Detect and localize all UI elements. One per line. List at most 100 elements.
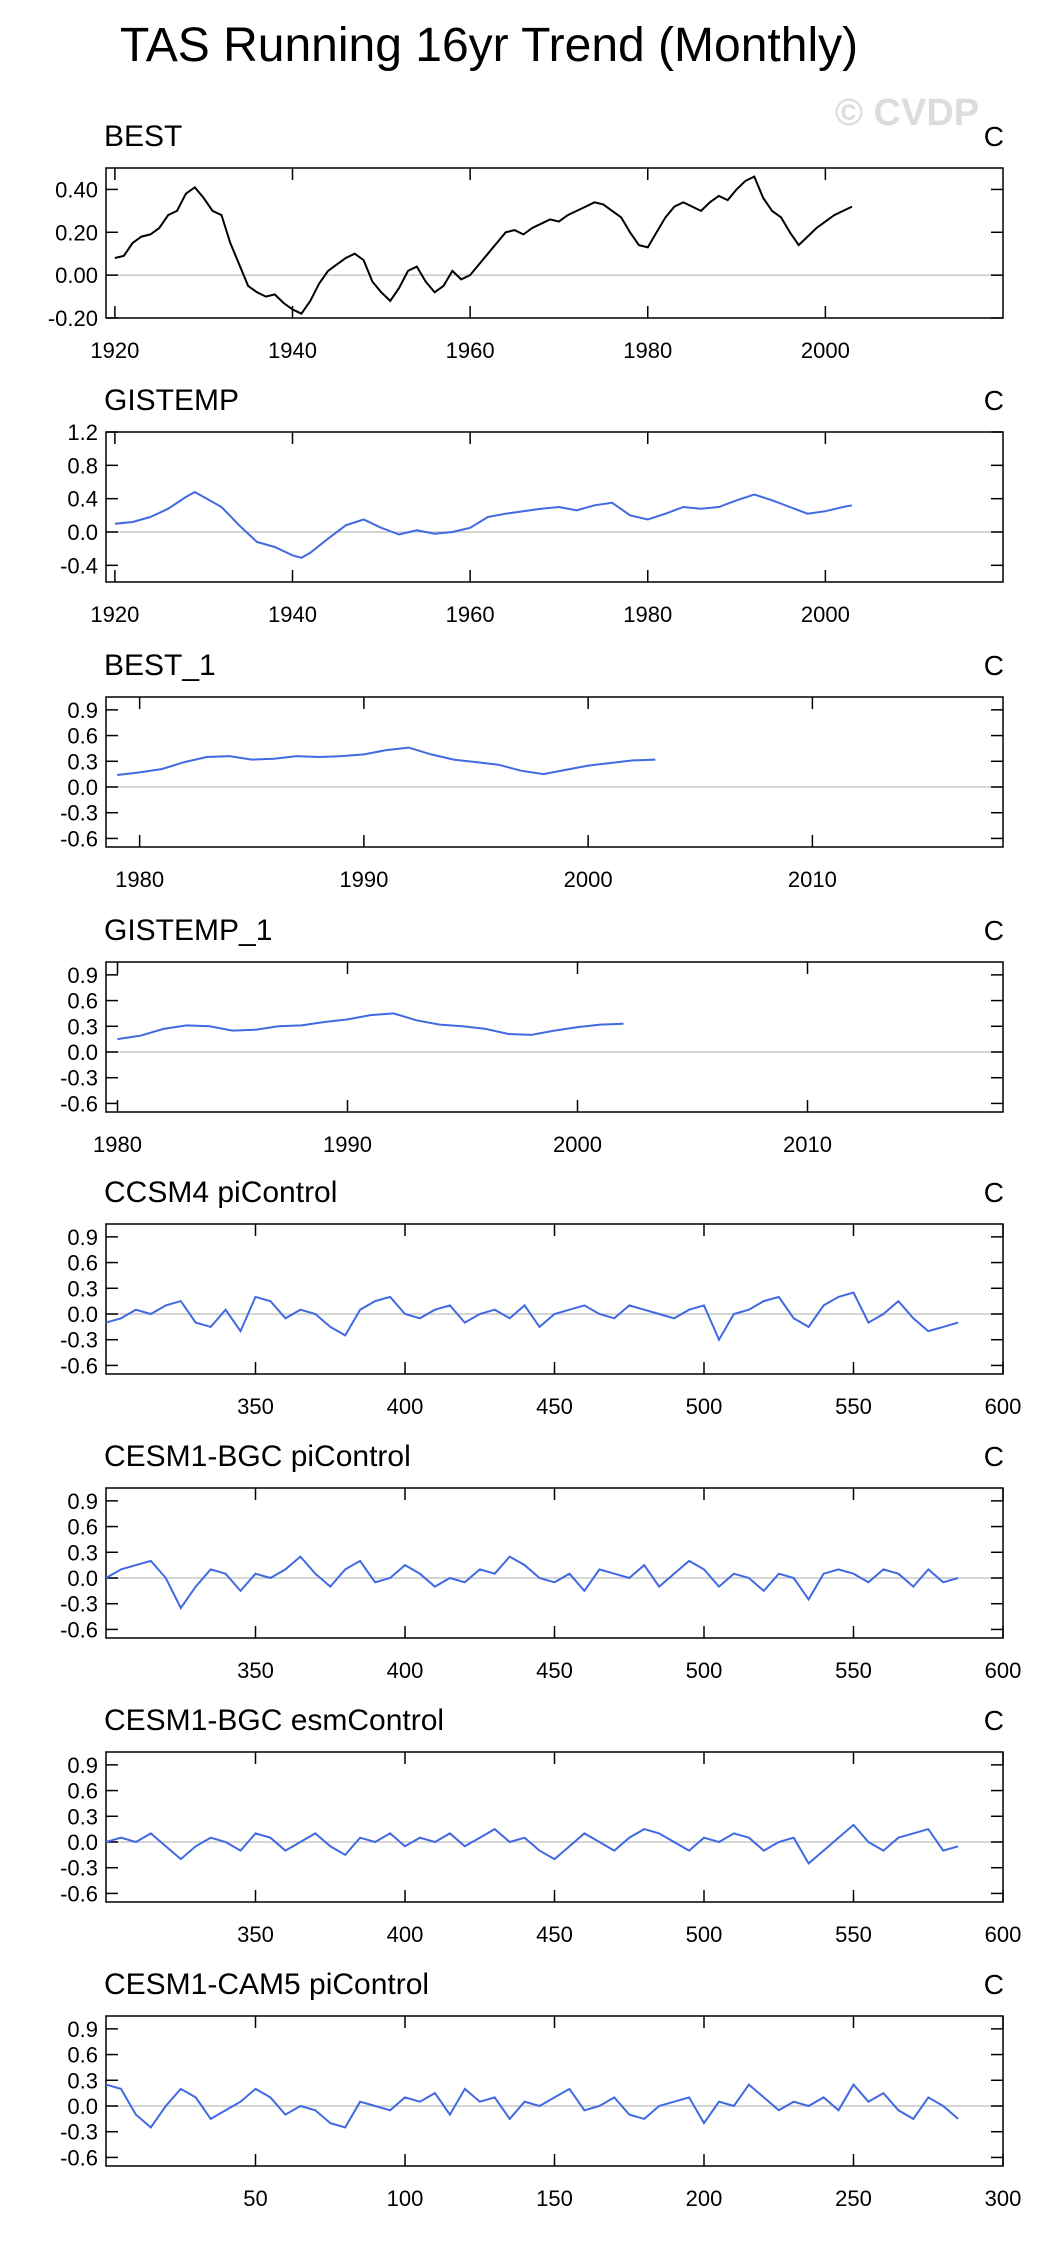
panel-8: CESM1-CAM5 piControl C -0.6-0.30.00.30.60.…: [60, 1968, 1021, 2211]
x-tick-label: 1980: [93, 1132, 142, 1157]
units-label: C: [984, 915, 1004, 946]
y-tick-label: 0.0: [67, 1040, 98, 1065]
y-tick-label: -0.6: [60, 2145, 98, 2170]
panel-title: CCSM4 piControl: [104, 1176, 337, 1209]
y-tick-label: -0.3: [60, 801, 98, 826]
x-tick-label: 2000: [801, 602, 850, 627]
plot-frame: [105, 1751, 1004, 1903]
y-tick-label: -0.3: [60, 1856, 98, 1881]
y-tick-label: 0.20: [55, 220, 98, 245]
x-tick-label: 550: [835, 1394, 872, 1419]
series-line: [114, 175, 853, 315]
panel-title: BEST: [104, 120, 182, 153]
y-tick-label: 0.9: [67, 2017, 98, 2042]
panel-1: BEST C -0.20 0.00 0.20 0.40 1920 1940 1960 1980 20…: [48, 120, 1004, 363]
units-label: C: [984, 650, 1004, 681]
y-tick-label: 0.9: [67, 1753, 98, 1778]
x-tick-label: 500: [686, 1922, 723, 1947]
y-tick-label: -0.6: [60, 1881, 98, 1906]
plot-frame: [105, 696, 1004, 848]
y-tick-label: 0.0: [67, 1566, 98, 1591]
x-tick-label: 1980: [623, 338, 672, 363]
x-tick-label: 2000: [564, 867, 613, 892]
y-tick-label: 0.40: [55, 177, 98, 202]
plot-frame: [105, 431, 1004, 583]
x-tick-label: 450: [536, 1394, 573, 1419]
plot-frame: [105, 167, 1004, 319]
panel-title: CESM1-BGC esmControl: [104, 1704, 444, 1737]
series-line: [105, 1291, 959, 1342]
panel-title: CESM1-CAM5 piControl: [104, 1968, 429, 2001]
x-tick-label: 600: [985, 1394, 1022, 1419]
y-tick-label: 0.6: [67, 2043, 98, 2068]
y-tick-label: -0.6: [60, 1617, 98, 1642]
y-tick-label: -0.20: [48, 306, 98, 331]
y-tick-label: 0.9: [67, 698, 98, 723]
plot-frame: [105, 1487, 1004, 1639]
x-tick-label: 550: [835, 1658, 872, 1683]
units-label: C: [984, 1969, 1004, 2000]
x-tick-label: 350: [237, 1394, 274, 1419]
y-tick-label: 1.2: [67, 420, 98, 445]
x-tick-label: 1940: [268, 602, 317, 627]
y-tick-label: 0.6: [67, 1251, 98, 1276]
x-tick-label: 1980: [115, 867, 164, 892]
x-tick-label: 400: [387, 1394, 424, 1419]
y-tick-label: -0.3: [60, 1592, 98, 1617]
units-label: C: [984, 1705, 1004, 1736]
x-tick-label: 550: [835, 1922, 872, 1947]
panel-title: BEST_1: [104, 649, 216, 682]
units-label: C: [984, 121, 1004, 152]
y-tick-label: 0.8: [67, 453, 98, 478]
units-label: C: [984, 1441, 1004, 1472]
x-tick-label: 2000: [553, 1132, 602, 1157]
y-tick-label: 0.6: [67, 1515, 98, 1540]
y-tick-label: -0.6: [60, 1091, 98, 1116]
y-tick-label: 0.4: [67, 487, 98, 512]
panel-title: GISTEMP_1: [104, 914, 272, 947]
y-tick-label: 0.9: [67, 1225, 98, 1250]
y-tick-label: 0.3: [67, 1014, 98, 1039]
x-tick-label: 350: [237, 1658, 274, 1683]
series-line: [105, 1823, 959, 1865]
y-tick-label: -0.3: [60, 1328, 98, 1353]
x-tick-label: 600: [985, 1922, 1022, 1947]
x-tick-label: 2010: [783, 1132, 832, 1157]
x-tick-label: 1920: [90, 338, 139, 363]
y-tick-label: 0.00: [55, 263, 98, 288]
x-tick-label: 1920: [90, 602, 139, 627]
series-line: [114, 490, 853, 559]
y-tick-label: 0.0: [67, 1830, 98, 1855]
x-tick-label: 1990: [323, 1132, 372, 1157]
panel-4: GISTEMP_1 C -0.6-0.30.00.30.60.9 1980 1990 20…: [60, 914, 1004, 1157]
y-tick-label: 0.3: [67, 1540, 98, 1565]
y-tick-label: 0.6: [67, 1779, 98, 1804]
x-tick-label: 450: [536, 1658, 573, 1683]
y-tick-label: 0.3: [67, 1804, 98, 1829]
x-tick-label: 1980: [623, 602, 672, 627]
plot-frame: [105, 961, 1004, 1113]
panel-7: CESM1-BGC esmControl C -0.6-0.30.00.30.60.…: [60, 1704, 1021, 1947]
series-line: [105, 1555, 959, 1610]
y-tick-label: -0.6: [60, 1353, 98, 1378]
x-tick-label: 300: [985, 2186, 1022, 2211]
x-tick-label: 500: [686, 1658, 723, 1683]
cvdp-watermark: © CVDP: [835, 92, 980, 134]
x-tick-label: 150: [536, 2186, 573, 2211]
y-tick-label: -0.4: [60, 553, 98, 578]
panel-title: CESM1-BGC piControl: [104, 1440, 411, 1473]
x-tick-label: 400: [387, 1922, 424, 1947]
x-tick-label: 50: [243, 2186, 267, 2211]
x-tick-label: 400: [387, 1658, 424, 1683]
x-tick-label: 1960: [446, 602, 495, 627]
x-tick-label: 1960: [446, 338, 495, 363]
y-tick-label: 0.3: [67, 749, 98, 774]
x-tick-label: 100: [387, 2186, 424, 2211]
panel-3: BEST_1 C -0.6-0.30.00.30.60.9 1980 1990 2000 2…: [60, 649, 1004, 892]
y-tick-label: -0.3: [60, 1066, 98, 1091]
units-label: C: [984, 1177, 1004, 1208]
plot-frame: [105, 1223, 1004, 1375]
y-tick-label: 0.0: [67, 775, 98, 800]
y-tick-label: 0.0: [67, 520, 98, 545]
plot-frame: [105, 2015, 1004, 2167]
